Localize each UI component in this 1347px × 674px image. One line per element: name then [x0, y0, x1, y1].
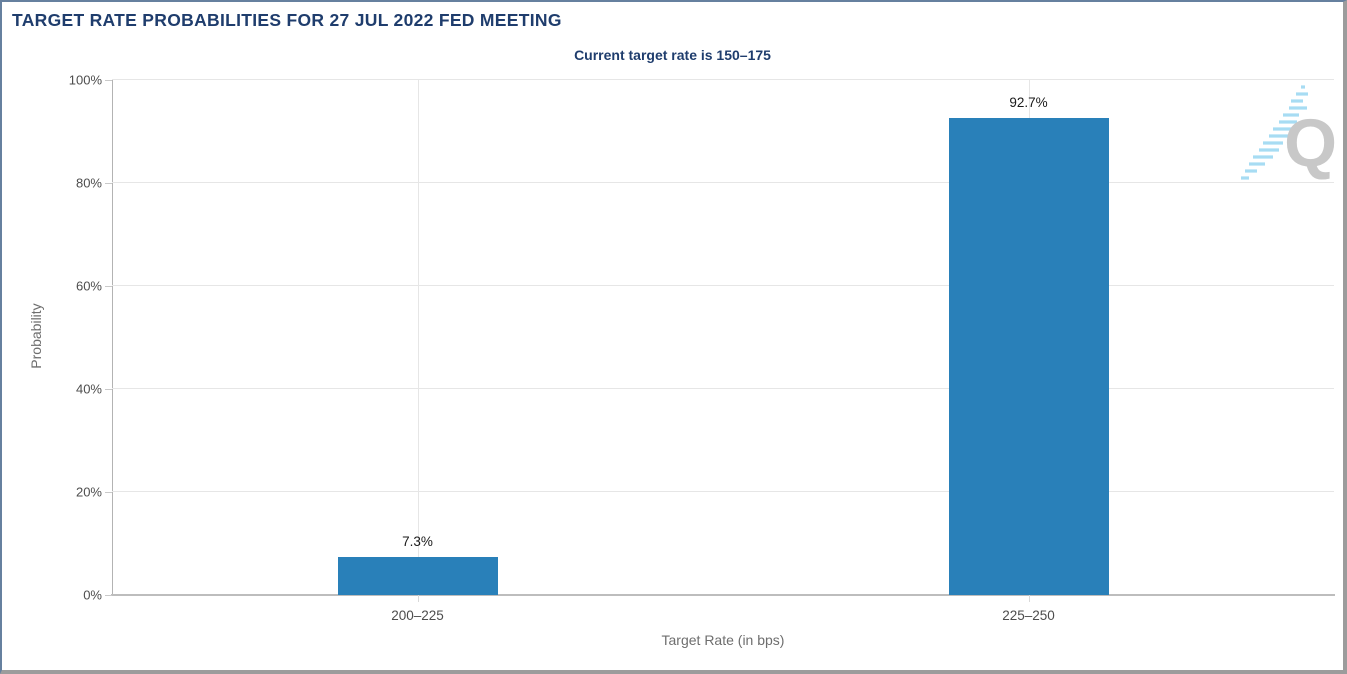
horizontal-gridline [112, 388, 1334, 389]
y-tick-label: 20% [75, 484, 102, 500]
y-tick-mark [105, 492, 112, 493]
y-tick-mark [105, 595, 112, 596]
x-axis-line [111, 594, 1335, 596]
y-tick-mark [105, 183, 112, 184]
y-axis-line [112, 80, 113, 595]
horizontal-gridline [112, 285, 1334, 286]
bar-value-label: 7.3% [402, 534, 433, 550]
chart-subtitle: Current target rate is 150–175 [574, 47, 771, 63]
x-tick-label: 200–225 [391, 608, 444, 623]
x-tick-mark [1028, 595, 1030, 602]
y-tick-label: 80% [75, 175, 102, 191]
y-tick-mark [105, 286, 112, 287]
x-axis-title: Target Rate (in bps) [661, 632, 785, 648]
chart-title: TARGET RATE PROBABILITIES FOR 27 JUL 202… [12, 10, 562, 30]
probability-bar-225–250 [948, 117, 1109, 595]
y-tick-label: 40% [75, 381, 102, 397]
y-tick-label: 100% [68, 72, 102, 88]
y-tick-mark [105, 80, 112, 81]
horizontal-gridline [112, 79, 1334, 80]
bar-slot: 92.7% [948, 80, 1109, 595]
horizontal-gridline [112, 182, 1334, 183]
vertical-gridline [417, 80, 419, 595]
horizontal-gridline [112, 491, 1334, 492]
x-axis-tick-labels: 200–225 225–250 [112, 595, 1334, 625]
y-tick-label: 0% [83, 587, 102, 603]
x-tick-mark [417, 595, 419, 602]
plot-area: 7.3% 92.7% [111, 79, 1335, 596]
bar-value-label: 92.7% [1009, 94, 1048, 110]
y-tick-label: 60% [75, 278, 102, 294]
bar-slot: 7.3% [337, 80, 498, 595]
x-tick-label: 225–250 [1002, 608, 1055, 623]
y-axis-tick-labels: 0% 20% 40% 60% 80% 100% [2, 73, 102, 603]
y-tick-mark [105, 389, 112, 390]
probability-bar-200–225 [337, 557, 498, 595]
